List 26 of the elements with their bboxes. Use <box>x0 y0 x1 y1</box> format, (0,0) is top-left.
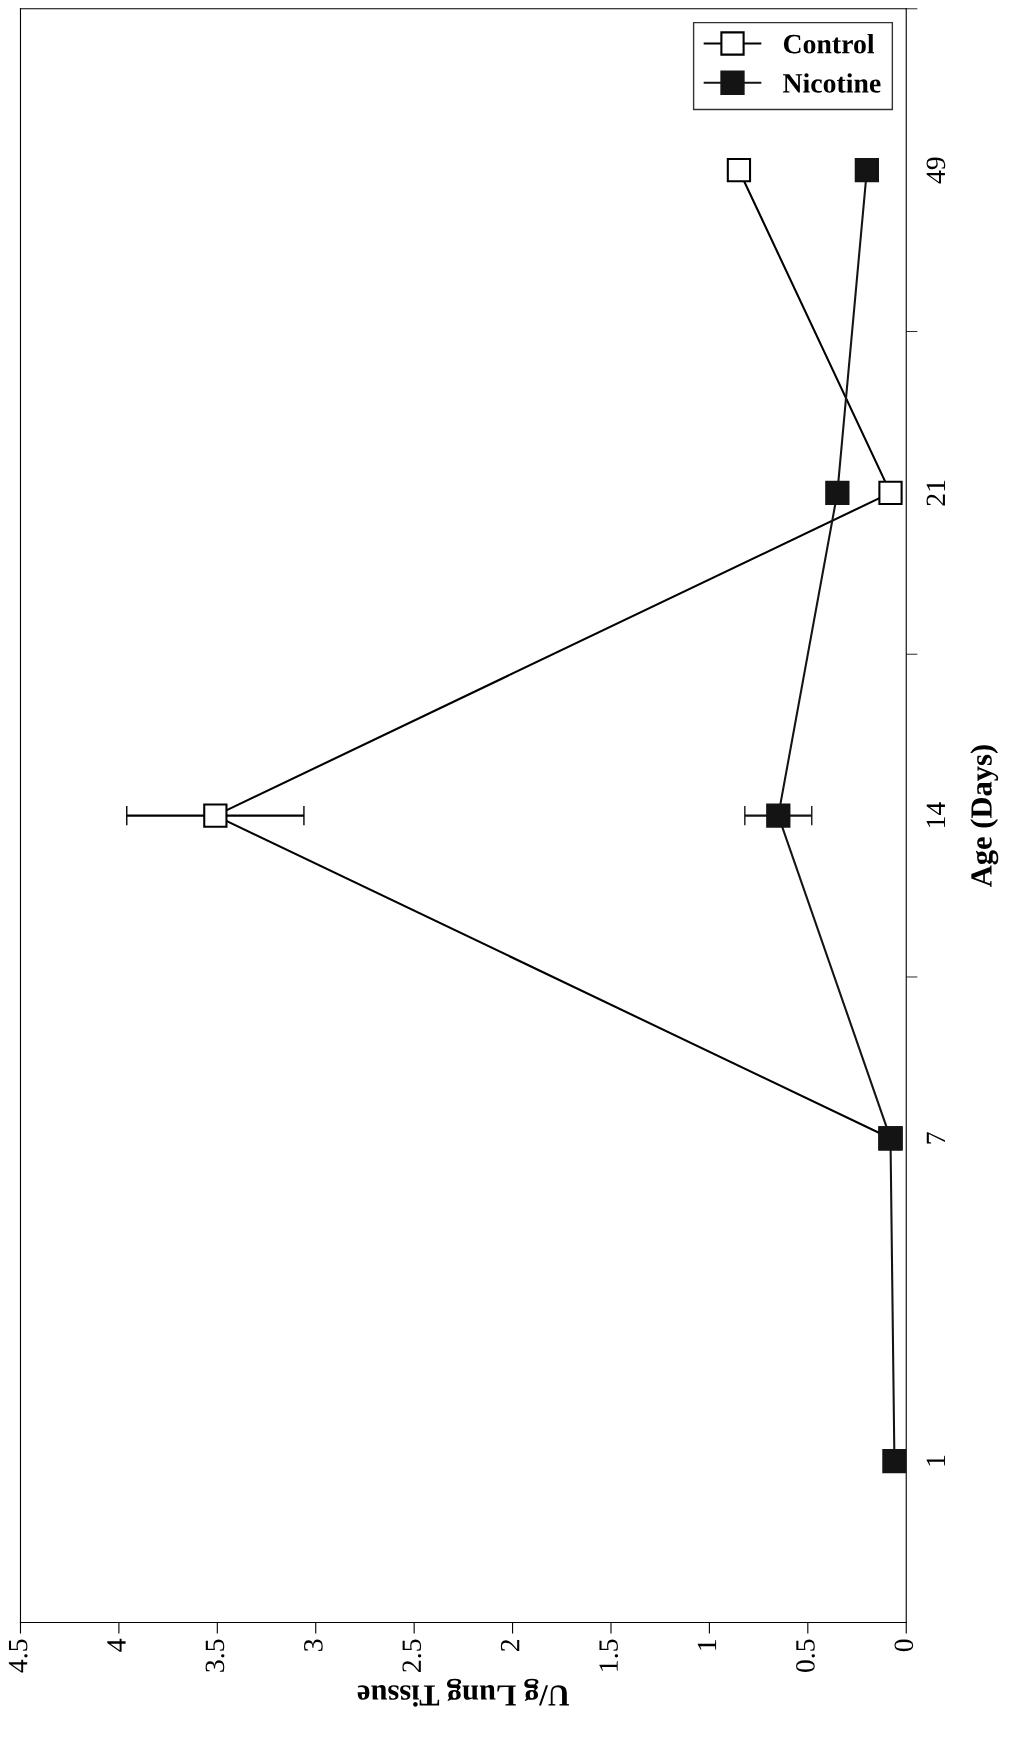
point <box>825 480 850 506</box>
y-tick-label: 1 <box>926 1455 945 1466</box>
y-tick-label: 7 <box>926 1132 945 1144</box>
y-tick-label: 14 <box>926 802 945 828</box>
x-tick-label: 3.5 <box>205 1639 225 1672</box>
point <box>878 480 903 506</box>
x-tick-label: 0.5 <box>796 1639 815 1673</box>
legend-label: Control <box>783 33 875 54</box>
point <box>766 803 791 828</box>
legend-label: Nicotine <box>783 73 881 93</box>
x-tick-label: 1.5 <box>599 1639 619 1671</box>
x-axis-title: U/g Lung Tissue <box>357 1678 570 1707</box>
x-tick-label: 0 <box>894 1639 914 1652</box>
x-tick-label: 4.5 <box>8 1639 28 1673</box>
point <box>726 157 752 183</box>
x-tick-label: 1 <box>697 1640 717 1650</box>
x-tick-label: 3 <box>304 1639 323 1651</box>
point <box>854 157 880 183</box>
x-tick-label: 4 <box>107 1638 126 1652</box>
point <box>882 1448 907 1474</box>
x-tick-label: 2 <box>500 1639 520 1652</box>
x-tick-label: 2.5 <box>402 1639 422 1672</box>
y-tick-label: 49 <box>926 157 946 184</box>
y-axis-title: Age (Days) <box>970 745 999 888</box>
point <box>203 803 228 828</box>
y-tick-label: 21 <box>926 480 945 506</box>
